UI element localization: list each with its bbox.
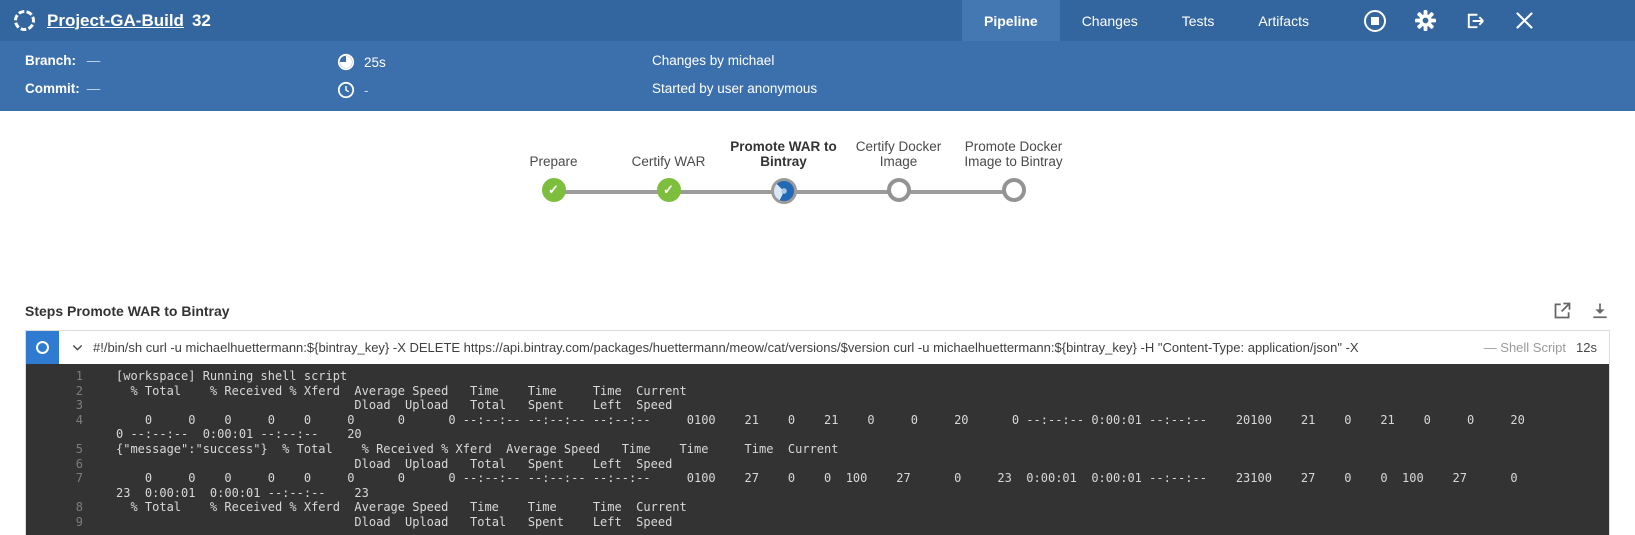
line-text: 0 0 0 0 0 0 0 0 --:--:-- --:--:-- --:--:… (83, 413, 1525, 442)
log-line: 9 Dload Upload Total Spent Left Speed (26, 515, 1609, 530)
step-type-label: — Shell Script (1484, 340, 1566, 355)
open-externally-icon (1552, 300, 1573, 321)
duration-value: 25s (364, 55, 386, 70)
step-duration: 12s (1576, 340, 1597, 355)
exit-to-classic-button[interactable] (1464, 9, 1487, 32)
log-line: 7 0 0 0 0 0 0 0 0 --:--:-- --:--:-- --:-… (26, 471, 1609, 500)
log-line: 3 Dload Upload Total Spent Left Speed (26, 398, 1609, 413)
start-time-value: - (364, 83, 369, 98)
line-text: 0 0 0 0 0 0 0 0 --:--:-- --:--:-- --:--:… (83, 471, 1518, 500)
tab-changes[interactable]: Changes (1060, 0, 1160, 41)
stage-promote-docker-image-to-bintray: Promote Docker Image to Bintray (956, 133, 1071, 204)
topbar-actions (1363, 9, 1535, 33)
run-number: 32 (192, 11, 211, 31)
branch-row: Branch: — (25, 53, 337, 71)
stage-pending-icon[interactable] (887, 178, 911, 202)
line-number[interactable]: 8 (26, 500, 83, 515)
start-time-cell: - (337, 81, 652, 99)
download-log-button[interactable] (1590, 300, 1610, 321)
stage-success-icon[interactable]: ✓ (542, 178, 566, 202)
commit-label: Commit: (25, 81, 83, 96)
stage-certify-docker-image: Certify Docker Image (841, 133, 956, 204)
tab-pipeline[interactable]: Pipeline (962, 0, 1060, 41)
line-text: % Total % Received % Xferd Average Speed… (83, 500, 687, 515)
close-button[interactable] (1514, 10, 1535, 31)
log-line: 6 Dload Upload Total Spent Left Speed (26, 457, 1609, 472)
steps-heading: Steps Promote WAR to Bintray (25, 303, 230, 319)
stage-prepare: Prepare ✓ (496, 133, 611, 204)
steps-header: Steps Promote WAR to Bintray (25, 300, 1610, 321)
tab-artifacts[interactable]: Artifacts (1236, 0, 1331, 41)
line-number[interactable]: 4 (26, 413, 83, 442)
line-text: Dload Upload Total Spent Left Speed (83, 398, 672, 413)
line-text: Dload Upload Total Spent Left Speed (83, 457, 672, 472)
branch-label: Branch: (25, 53, 83, 68)
download-log-icon (1590, 301, 1610, 321)
stage-label: Certify Docker Image (842, 133, 956, 169)
started-by-text: Started by user anonymous (652, 81, 1635, 99)
chevron-down-icon[interactable] (71, 341, 84, 354)
stop-build-button[interactable] (1363, 9, 1387, 33)
line-number[interactable]: 9 (26, 515, 83, 530)
log-line: 4 0 0 0 0 0 0 0 0 --:--:-- --:--:-- --:-… (26, 413, 1609, 442)
log-line: 2 % Total % Received % Xferd Average Spe… (26, 384, 1609, 399)
line-text: [workspace] Running shell script (83, 369, 347, 384)
top-bar: Project-GA-Build 32 Pipeline Changes Tes… (0, 0, 1635, 41)
steps-toolbar (1552, 300, 1610, 321)
stage-label: Promote Docker Image to Bintray (957, 133, 1071, 169)
step-card: #!/bin/sh curl -u michaelhuettermann:${b… (25, 330, 1610, 535)
stage-promote-war-to-bintray: Promote WAR to Bintray (726, 133, 841, 204)
step-command: #!/bin/sh curl -u michaelhuettermann:${b… (93, 340, 1468, 355)
log-line: 1 [workspace] Running shell script (26, 369, 1609, 384)
line-text: {"message":"success"} % Total % Received… (83, 442, 838, 457)
duration-cell: 25s (337, 53, 652, 71)
commit-row: Commit: — (25, 81, 337, 99)
stage-success-icon[interactable]: ✓ (657, 178, 681, 202)
log-line: 8 % Total % Received % Xferd Average Spe… (26, 500, 1609, 515)
step-running-status-icon (26, 331, 59, 364)
logout-icon (1464, 9, 1487, 32)
line-text: % Total % Received % Xferd Average Speed… (83, 384, 687, 399)
blue-ocean-logo-icon (12, 8, 38, 34)
close-icon (1514, 10, 1535, 31)
stage-pending-icon[interactable] (1002, 178, 1026, 202)
line-number[interactable]: 6 (26, 457, 83, 472)
line-number[interactable]: 5 (26, 442, 83, 457)
stage-running-spinner-icon[interactable] (771, 178, 797, 204)
changes-text: Changes by michael (652, 53, 1635, 71)
commit-value: — (87, 81, 101, 96)
branch-value: — (87, 53, 101, 68)
stop-icon (1363, 9, 1387, 33)
step-row-shell-script[interactable]: #!/bin/sh curl -u michaelhuettermann:${b… (26, 331, 1609, 364)
line-text: Dload Upload Total Spent Left Speed (83, 515, 672, 530)
duration-pie-icon (337, 53, 355, 71)
stage-certify-war: Certify WAR ✓ (611, 133, 726, 204)
log-line: 5 {"message":"success"} % Total % Receiv… (26, 442, 1609, 457)
settings-button[interactable] (1414, 9, 1437, 32)
clock-icon (337, 81, 355, 99)
gear-icon (1414, 9, 1437, 32)
line-number[interactable]: 2 (26, 384, 83, 399)
console-log: 1 [workspace] Running shell script 2 % T… (26, 364, 1609, 535)
header-tabs: Pipeline Changes Tests Artifacts (962, 0, 1331, 41)
pipeline-graph: Prepare ✓ Certify WAR ✓ Promote WAR to B… (496, 133, 1071, 204)
stage-label: Prepare (497, 133, 611, 169)
stage-label: Certify WAR (612, 133, 726, 169)
tab-tests[interactable]: Tests (1160, 0, 1237, 41)
line-number[interactable]: 7 (26, 471, 83, 500)
pipeline-graph-section: Prepare ✓ Certify WAR ✓ Promote WAR to B… (0, 133, 1635, 283)
project-title-link[interactable]: Project-GA-Build (47, 11, 184, 31)
open-log-externally-button[interactable] (1552, 300, 1573, 321)
line-number[interactable]: 1 (26, 369, 83, 384)
stage-label: Promote WAR to Bintray (727, 133, 841, 169)
run-info-bar: Branch: — 25s Changes by michael Commit:… (0, 41, 1635, 111)
line-number[interactable]: 3 (26, 398, 83, 413)
